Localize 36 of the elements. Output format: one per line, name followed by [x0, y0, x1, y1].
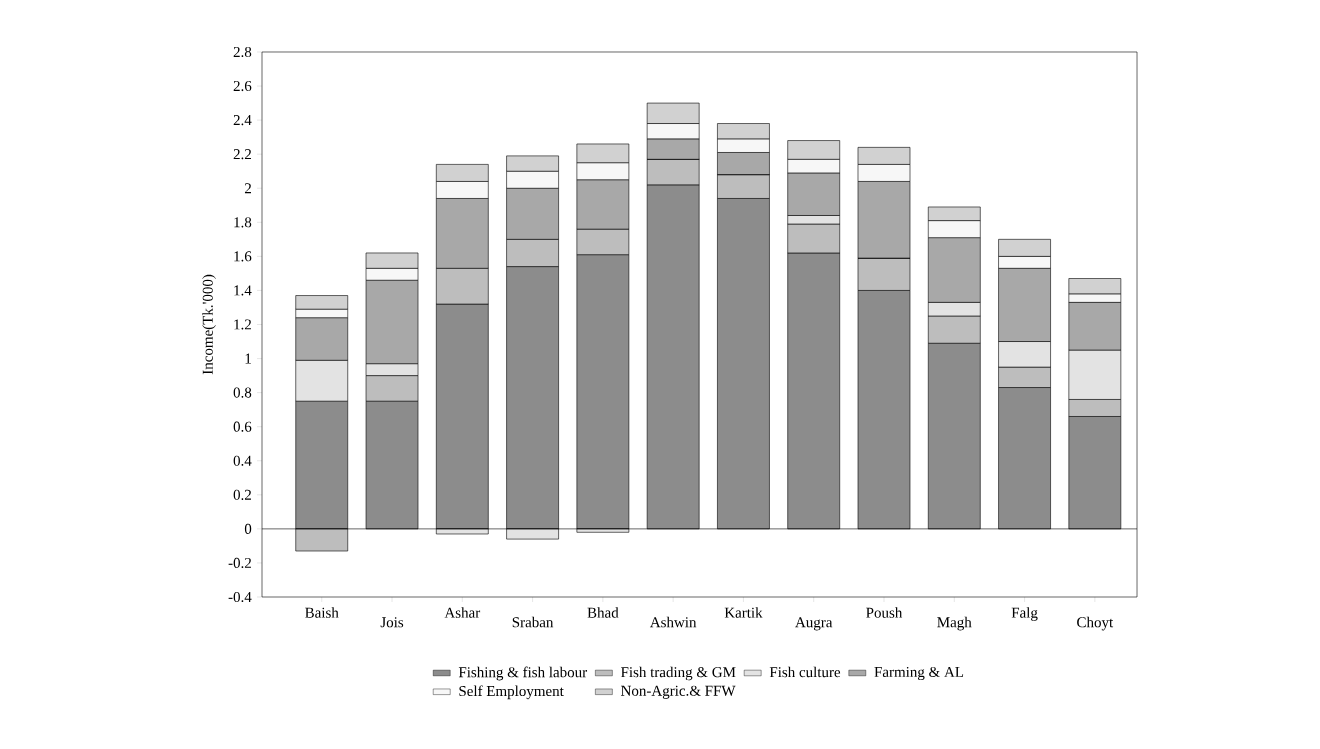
legend-label: Fishing & fish labour: [458, 666, 588, 681]
x-tick-label: Sraban: [512, 616, 554, 628]
y-tick-label: 2.6: [233, 80, 252, 92]
y-axis-title: Income(Tk.'000): [202, 274, 216, 375]
legend-label: Fish trading & GM: [621, 666, 736, 681]
x-tick-label: Magh: [937, 616, 972, 631]
y-tick-label: 1: [245, 353, 251, 364]
x-tick-label: Kartik: [724, 607, 763, 618]
x-tick-label: Falg: [1011, 607, 1038, 621]
x-tick-label: Poush: [866, 607, 903, 618]
x-tick-label: Augra: [795, 617, 833, 631]
y-tick-label: 1.6: [234, 251, 252, 262]
x-tick-label: Baish: [305, 607, 339, 618]
legend-label: Fish culture: [769, 666, 841, 678]
y-tick-label: 0.8: [233, 387, 252, 398]
y-tick-label: 0.2: [233, 489, 251, 500]
y-tick-label: 1.2: [234, 319, 251, 330]
x-tick-label: Ashar: [444, 607, 481, 618]
y-tick-label: 2: [244, 183, 251, 194]
y-tick-label: 2.8: [233, 46, 252, 58]
x-tick-label: Ashwin: [649, 616, 697, 628]
y-tick-label: 0.4: [233, 455, 252, 466]
x-tick-label: Jois: [380, 617, 404, 628]
y-tick-label: 1.8: [234, 217, 252, 228]
x-tick-label: Bhad: [587, 607, 619, 618]
legend-label: Non-Agric.& FFW: [621, 685, 736, 699]
y-tick-label: -0.4: [228, 591, 252, 603]
y-tick-label: 1.4: [234, 285, 252, 296]
y-tick-label: 2.4: [233, 115, 252, 126]
y-tick-label: 0: [244, 523, 252, 534]
y-tick-label: 0.6: [233, 421, 252, 432]
y-tick-label: 2.2: [233, 149, 251, 160]
legend-label: Self Employment: [459, 685, 564, 700]
x-tick-label: Choyt: [1077, 616, 1114, 631]
y-tick-label: -0.2: [228, 557, 251, 569]
legend-label: Farming & AL: [874, 666, 964, 681]
